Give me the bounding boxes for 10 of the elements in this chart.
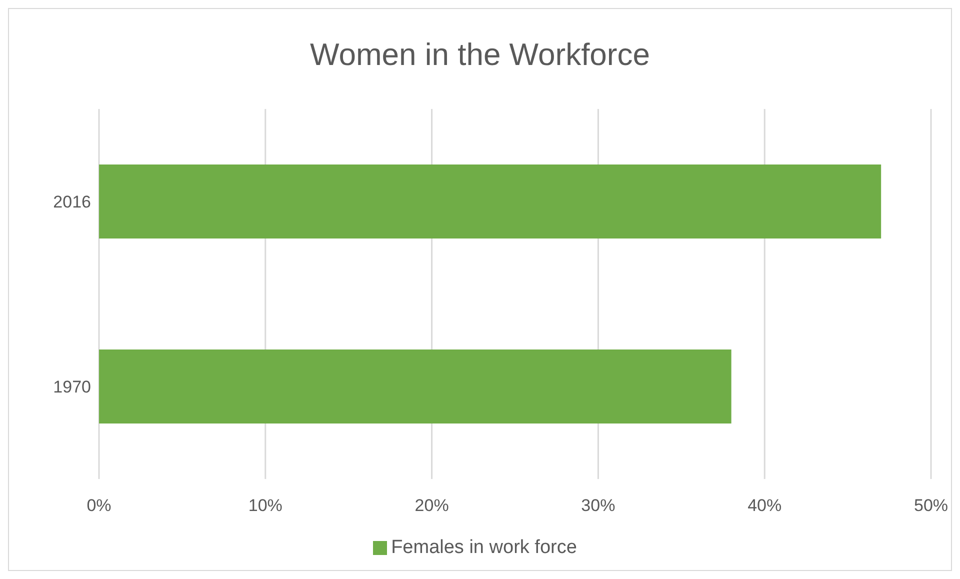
y-tick-label: 1970 — [53, 378, 91, 397]
x-tick-label: 40% — [748, 496, 782, 516]
x-tick-label: 10% — [248, 496, 282, 516]
x-tick-label: 30% — [581, 496, 616, 516]
x-tick-label: 0% — [86, 496, 112, 516]
x-tick-label: 20% — [414, 496, 449, 516]
x-tick-label: 50% — [914, 496, 948, 516]
y-tick-label: 2016 — [53, 192, 91, 212]
chart-title: Women in the Workforce — [309, 36, 651, 74]
legend-label: Females in work force — [391, 537, 577, 558]
